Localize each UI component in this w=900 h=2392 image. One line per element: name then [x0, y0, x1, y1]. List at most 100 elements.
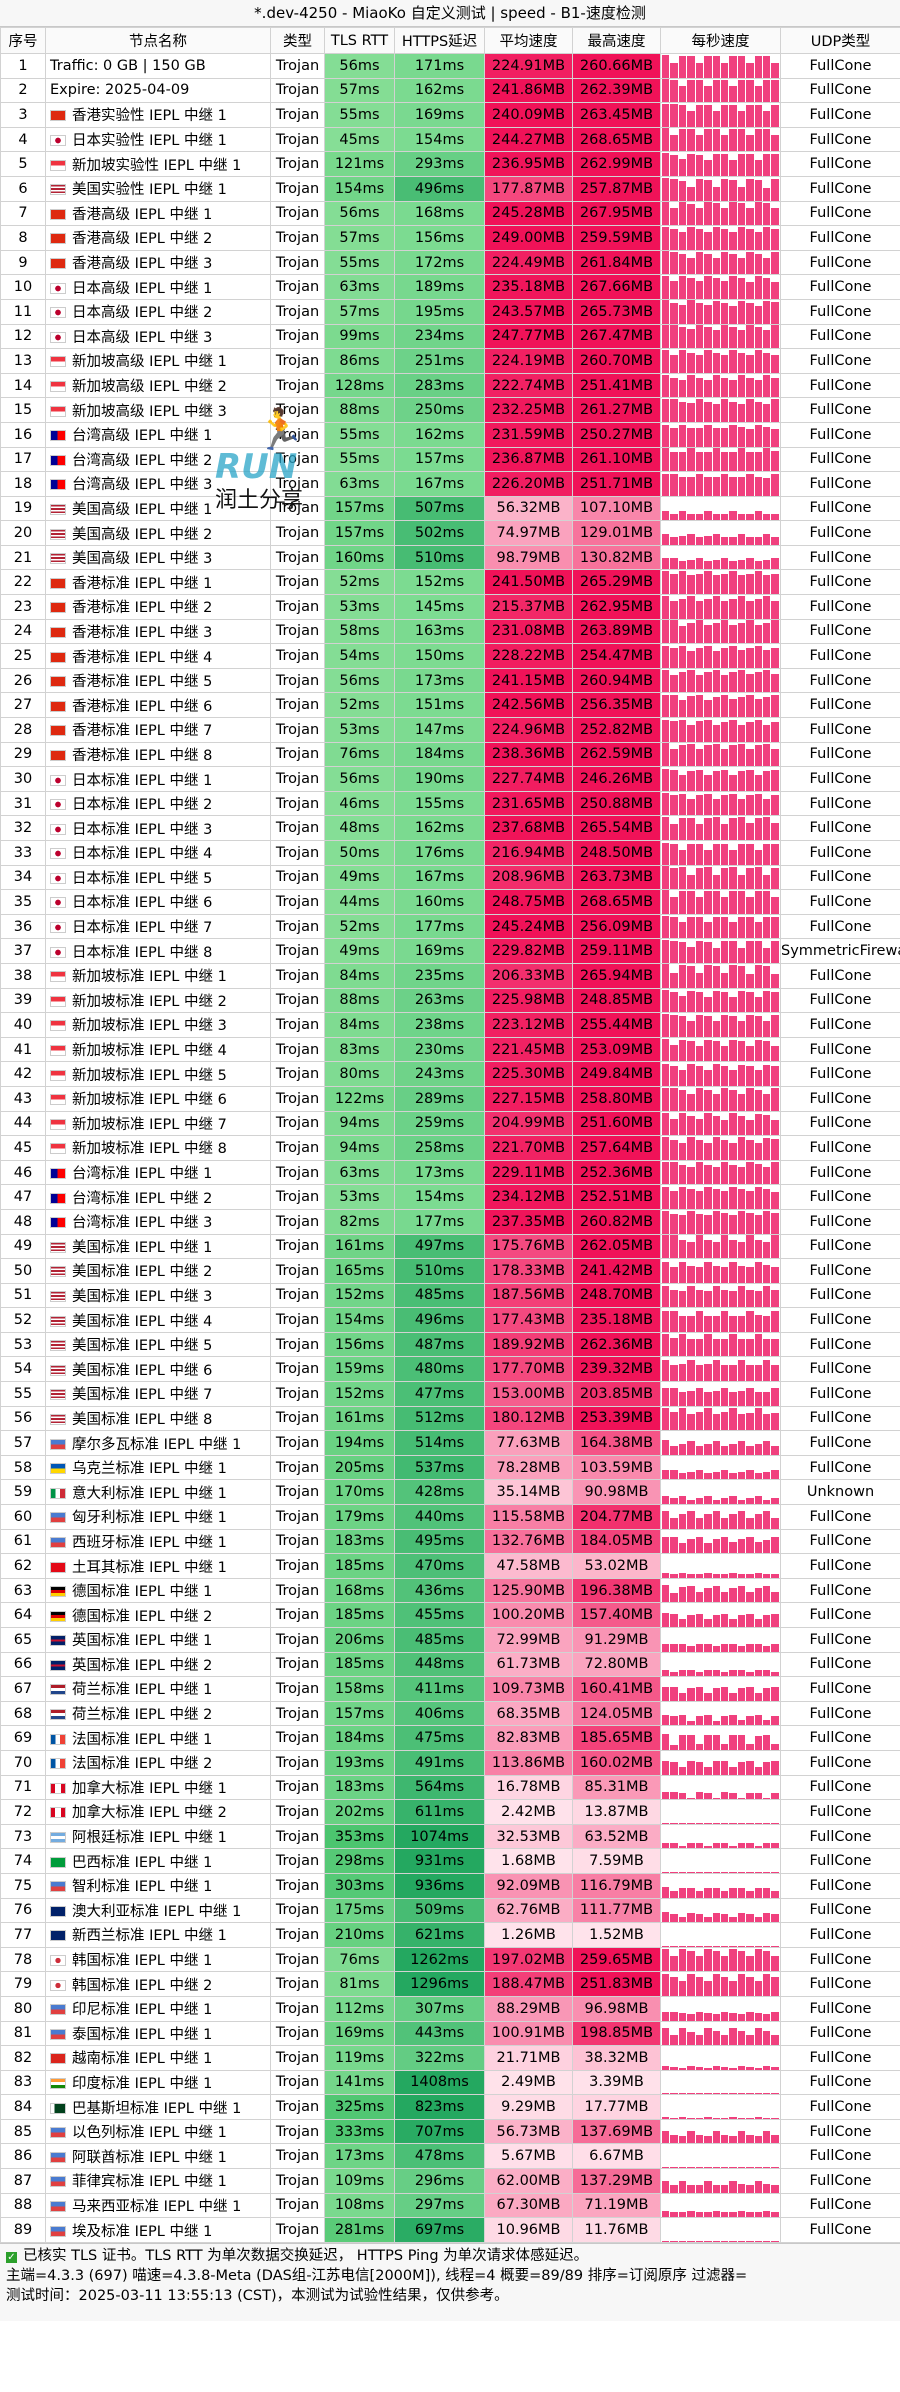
table-row[interactable]: 73 阿根廷标准 IEPL 中继 1 Trojan 353ms 1074ms 32.53M… [0, 1823, 900, 1850]
table-row[interactable]: 37 日本标准 IEPL 中继 8 Trojan 49ms 169ms 229.82MB 2… [0, 938, 900, 964]
table-row[interactable]: 23 香港标准 IEPL 中继 2 Trojan 53ms 145ms 215.37MB 2… [0, 594, 900, 620]
table-row[interactable]: 41 新加坡标准 IEPL 中继 4 Trojan 83ms 230ms 221.45MB… [0, 1036, 900, 1063]
table-row[interactable]: 33 日本标准 IEPL 中继 4 Trojan 50ms 176ms 216.94MB 2… [0, 840, 900, 866]
table-row[interactable]: 6 美国实验性 IEPL 中继 1 Trojan 154ms 496ms 177.87MB… [0, 175, 900, 202]
table-row[interactable]: 30 日本标准 IEPL 中继 1 Trojan 56ms 190ms 227.74MB 2… [0, 766, 900, 792]
table-row[interactable]: 29 香港标准 IEPL 中继 8 Trojan 76ms 184ms 238.36MB 2… [0, 741, 900, 768]
table-row[interactable]: 7 香港高级 IEPL 中继 1 Trojan 56ms 168ms 245.28MB 26… [0, 200, 900, 227]
table-row[interactable]: 65 英国标准 IEPL 中继 1 Trojan 206ms 485ms 72.99MB 9… [0, 1627, 900, 1653]
table-row[interactable]: 50 美国标准 IEPL 中继 2 Trojan 165ms 510ms 178.33MB… [0, 1258, 900, 1284]
table-row[interactable]: 85 以色列标准 IEPL 中继 1 Trojan 333ms 707ms 56.73MB… [0, 2118, 900, 2145]
table-row[interactable]: 66 英国标准 IEPL 中继 2 Trojan 185ms 448ms 61.73MB 7… [0, 1651, 900, 1678]
table-row[interactable]: 68 荷兰标准 IEPL 中继 2 Trojan 157ms 406ms 68.35MB 1… [0, 1700, 900, 1727]
table-row[interactable]: 54 美国标准 IEPL 中继 6 Trojan 159ms 480ms 177.70MB… [0, 1356, 900, 1383]
table-row[interactable]: 57 摩尔多瓦标准 IEPL 中继 1 Trojan 194ms 514ms 77.63M… [0, 1430, 900, 1456]
table-row[interactable]: 64 德国标准 IEPL 中继 2 Trojan 185ms 455ms 100.20MB… [0, 1602, 900, 1628]
col-node-name[interactable]: 节点名称 [45, 27, 271, 54]
table-row[interactable]: 27 香港标准 IEPL 中继 6 Trojan 52ms 151ms 242.56MB 2… [0, 692, 900, 719]
col-tls-rtt[interactable]: TLS RTT [324, 27, 395, 54]
table-row[interactable]: 78 韩国标准 IEPL 中继 1 Trojan 76ms 1262ms 197.02MB… [0, 1946, 900, 1973]
table-row[interactable]: 12 日本高级 IEPL 中继 3 Trojan 99ms 234ms 247.77MB 2… [0, 323, 900, 350]
col-avg-speed[interactable]: 平均速度 [484, 27, 573, 54]
table-row[interactable]: 36 日本标准 IEPL 中继 7 Trojan 52ms 177ms 245.24MB 2… [0, 913, 900, 940]
table-row[interactable]: 17 台湾高级 IEPL 中继 2 Trojan 55ms 157ms 236.87MB 2… [0, 446, 900, 473]
table-row[interactable]: 77 新西兰标准 IEPL 中继 1 Trojan 210ms 621ms 1.26MB 1… [0, 1922, 900, 1948]
table-row[interactable]: 52 美国标准 IEPL 中继 4 Trojan 154ms 496ms 177.43MB… [0, 1307, 900, 1333]
col-https-latency[interactable]: HTTPS延迟 [394, 27, 485, 54]
table-row[interactable]: 81 泰国标准 IEPL 中继 1 Trojan 169ms 443ms 100.91MB… [0, 2020, 900, 2047]
table-row[interactable]: 11 日本高级 IEPL 中继 2 Trojan 57ms 195ms 243.57MB 2… [0, 298, 900, 325]
table-row[interactable]: 59 意大利标准 IEPL 中继 1 Trojan 170ms 428ms 35.14MB… [0, 1479, 900, 1506]
table-row[interactable]: 47 台湾标准 IEPL 中继 2 Trojan 53ms 154ms 234.12MB 2… [0, 1184, 900, 1210]
table-row[interactable]: 5 新加坡实验性 IEPL 中继 1 Trojan 121ms 293ms 236.95M… [0, 151, 900, 177]
table-row[interactable]: 20 美国高级 IEPL 中继 2 Trojan 157ms 502ms 74.97MB 1… [0, 520, 900, 546]
table-row[interactable]: 15 新加坡高级 IEPL 中继 3 Trojan 88ms 250ms 232.25MB… [0, 397, 900, 423]
table-row[interactable]: 18 台湾高级 IEPL 中继 3 Trojan 63ms 167ms 226.20MB 2… [0, 471, 900, 497]
table-row[interactable]: 14 新加坡高级 IEPL 中继 2 Trojan 128ms 283ms 222.74M… [0, 372, 900, 399]
table-row[interactable]: 19 美国高级 IEPL 中继 1 Trojan 157ms 507ms 56.32MB 1… [0, 495, 900, 522]
table-row[interactable]: 88 马来西亚标准 IEPL 中继 1 Trojan 108ms 297ms 67.30M… [0, 2192, 900, 2219]
table-row[interactable]: 51 美国标准 IEPL 中继 3 Trojan 152ms 485ms 187.56MB… [0, 1282, 900, 1309]
table-row[interactable]: 75 智利标准 IEPL 中继 1 Trojan 303ms 936ms 92.09MB 1… [0, 1872, 900, 1899]
sparkline-bar [712, 1951, 720, 1971]
table-row[interactable]: 70 法国标准 IEPL 中继 2 Trojan 193ms 491ms 113.86MB… [0, 1749, 900, 1776]
table-row[interactable]: 1 Traffic: 0 GB | 150 GB Trojan 56ms 171ms 22… [0, 53, 900, 79]
table-row[interactable]: 84 巴基斯坦标准 IEPL 中继 1 Trojan 325ms 823ms 9.29MB… [0, 2094, 900, 2120]
table-row[interactable]: 35 日本标准 IEPL 中继 6 Trojan 44ms 160ms 248.75MB 2… [0, 889, 900, 915]
table-row[interactable]: 42 新加坡标准 IEPL 中继 5 Trojan 80ms 243ms 225.30MB… [0, 1061, 900, 1087]
table-row[interactable]: 63 德国标准 IEPL 中继 1 Trojan 168ms 436ms 125.90MB… [0, 1577, 900, 1604]
table-row[interactable]: 39 新加坡标准 IEPL 中继 2 Trojan 88ms 263ms 225.98MB… [0, 987, 900, 1014]
table-row[interactable]: 34 日本标准 IEPL 中继 5 Trojan 49ms 167ms 208.96MB 2… [0, 864, 900, 891]
table-row[interactable]: 87 菲律宾标准 IEPL 中继 1 Trojan 109ms 296ms 62.00MB… [0, 2168, 900, 2194]
table-row[interactable]: 89 埃及标准 IEPL 中继 1 Trojan 281ms 697ms 10.96MB 1… [0, 2217, 900, 2243]
table-row[interactable]: 2 Expire: 2025-04-09 Trojan 57ms 162ms 241.86… [0, 77, 900, 104]
table-row[interactable]: 26 香港标准 IEPL 中继 5 Trojan 56ms 173ms 241.15MB 2… [0, 667, 900, 694]
table-row[interactable]: 61 西班牙标准 IEPL 中继 1 Trojan 183ms 495ms 132.76M… [0, 1528, 900, 1555]
table-row[interactable]: 40 新加坡标准 IEPL 中继 3 Trojan 84ms 238ms 223.12MB… [0, 1012, 900, 1038]
col-index[interactable]: 序号 [0, 27, 46, 54]
table-row[interactable]: 24 香港标准 IEPL 中继 3 Trojan 58ms 163ms 231.08MB 2… [0, 618, 900, 645]
table-row[interactable]: 22 香港标准 IEPL 中继 1 Trojan 52ms 152ms 241.50MB 2… [0, 569, 900, 596]
table-row[interactable]: 16 台湾高级 IEPL 中继 1 Trojan 55ms 162ms 231.59MB 2… [0, 421, 900, 448]
table-row[interactable]: 25 香港标准 IEPL 中继 4 Trojan 54ms 150ms 228.22MB 2… [0, 643, 900, 669]
table-row[interactable]: 62 土耳其标准 IEPL 中继 1 Trojan 185ms 470ms 47.58MB… [0, 1553, 900, 1579]
table-row[interactable]: 60 匈牙利标准 IEPL 中继 1 Trojan 179ms 440ms 115.58M… [0, 1504, 900, 1530]
table-row[interactable]: 79 韩国标准 IEPL 中继 2 Trojan 81ms 1296ms 188.47MB… [0, 1971, 900, 1997]
table-row[interactable]: 28 香港标准 IEPL 中继 7 Trojan 53ms 147ms 224.96MB 2… [0, 717, 900, 743]
table-row[interactable]: 56 美国标准 IEPL 中继 8 Trojan 161ms 512ms 180.12MB… [0, 1405, 900, 1432]
table-row[interactable]: 55 美国标准 IEPL 中继 7 Trojan 152ms 477ms 153.00MB… [0, 1381, 900, 1407]
table-row[interactable]: 8 香港高级 IEPL 中继 2 Trojan 57ms 156ms 249.00MB 25… [0, 225, 900, 251]
col-type[interactable]: 类型 [270, 27, 325, 54]
table-row[interactable]: 32 日本标准 IEPL 中继 3 Trojan 48ms 162ms 237.68MB 2… [0, 815, 900, 841]
table-row[interactable]: 80 印尼标准 IEPL 中继 1 Trojan 112ms 307ms 88.29MB 9… [0, 1995, 900, 2022]
table-row[interactable]: 67 荷兰标准 IEPL 中继 1 Trojan 158ms 411ms 109.73MB… [0, 1676, 900, 1702]
table-row[interactable]: 82 越南标准 IEPL 中继 1 Trojan 119ms 322ms 21.71MB 3… [0, 2045, 900, 2071]
table-row[interactable]: 21 美国高级 IEPL 中继 3 Trojan 160ms 510ms 98.79MB 1… [0, 544, 900, 571]
table-row[interactable]: 53 美国标准 IEPL 中继 5 Trojan 156ms 487ms 189.92MB… [0, 1331, 900, 1358]
table-row[interactable]: 44 新加坡标准 IEPL 中继 7 Trojan 94ms 259ms 204.99MB… [0, 1110, 900, 1137]
table-row[interactable]: 48 台湾标准 IEPL 中继 3 Trojan 82ms 177ms 237.35MB 2… [0, 1208, 900, 1235]
table-row[interactable]: 9 香港高级 IEPL 中继 3 Trojan 55ms 172ms 224.49MB 26… [0, 249, 900, 276]
table-row[interactable]: 58 乌克兰标准 IEPL 中继 1 Trojan 205ms 537ms 78.28MB… [0, 1454, 900, 1481]
table-row[interactable]: 31 日本标准 IEPL 中继 2 Trojan 46ms 155ms 231.65MB 2… [0, 790, 900, 817]
col-max-speed[interactable]: 最高速度 [572, 27, 661, 54]
table-row[interactable]: 69 法国标准 IEPL 中继 1 Trojan 184ms 475ms 82.83MB 1… [0, 1725, 900, 1751]
table-row[interactable]: 83 印度标准 IEPL 中继 1 Trojan 141ms 1408ms 2.49MB 3… [0, 2069, 900, 2096]
table-row[interactable]: 86 阿联酋标准 IEPL 中继 1 Trojan 173ms 478ms 5.67MB 6… [0, 2143, 900, 2170]
node-name-cell: 香港标准 IEPL 中继 5 [45, 667, 271, 694]
table-row[interactable]: 46 台湾标准 IEPL 中继 1 Trojan 63ms 173ms 229.11MB 2… [0, 1159, 900, 1186]
table-row[interactable]: 10 日本高级 IEPL 中继 1 Trojan 63ms 189ms 235.18MB 2… [0, 274, 900, 300]
table-row[interactable]: 38 新加坡标准 IEPL 中继 1 Trojan 84ms 235ms 206.33MB… [0, 962, 900, 989]
table-row[interactable]: 3 香港实验性 IEPL 中继 1 Trojan 55ms 169ms 240.09MB 2… [0, 102, 900, 128]
table-row[interactable]: 74 巴西标准 IEPL 中继 1 Trojan 298ms 931ms 1.68MB 7.… [0, 1848, 900, 1874]
table-row[interactable]: 43 新加坡标准 IEPL 中继 6 Trojan 122ms 289ms 227.15M… [0, 1085, 900, 1112]
table-row[interactable]: 13 新加坡高级 IEPL 中继 1 Trojan 86ms 251ms 224.19MB… [0, 348, 900, 374]
table-row[interactable]: 71 加拿大标准 IEPL 中继 1 Trojan 183ms 564ms 16.78MB… [0, 1774, 900, 1801]
col-udp-type[interactable]: UDP类型 [780, 27, 900, 54]
table-row[interactable]: 72 加拿大标准 IEPL 中继 2 Trojan 202ms 611ms 2.42MB 1… [0, 1799, 900, 1825]
table-row[interactable]: 4 日本实验性 IEPL 中继 1 Trojan 45ms 154ms 244.27MB 2… [0, 126, 900, 153]
table-row[interactable]: 49 美国标准 IEPL 中继 1 Trojan 161ms 497ms 175.76MB… [0, 1233, 900, 1260]
table-row[interactable]: 45 新加坡标准 IEPL 中继 8 Trojan 94ms 258ms 221.70MB… [0, 1135, 900, 1161]
table-row[interactable]: 76 澳大利亚标准 IEPL 中继 1 Trojan 175ms 509ms 62.76M… [0, 1897, 900, 1924]
col-per-second-speed[interactable]: 每秒速度 [660, 27, 781, 54]
